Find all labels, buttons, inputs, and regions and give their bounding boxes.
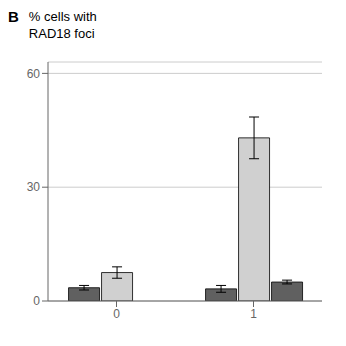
html-text:B: B [8,8,19,25]
svg-text:0: 0 [33,294,40,308]
svg-text:30: 30 [27,180,41,194]
html-text:% cells with: % cells with [28,9,97,24]
svg-text:60: 60 [27,67,41,81]
svg-text:0: 0 [113,307,120,321]
html-text:RAD18 foci: RAD18 foci [28,26,95,41]
svg-text:1: 1 [250,307,257,321]
